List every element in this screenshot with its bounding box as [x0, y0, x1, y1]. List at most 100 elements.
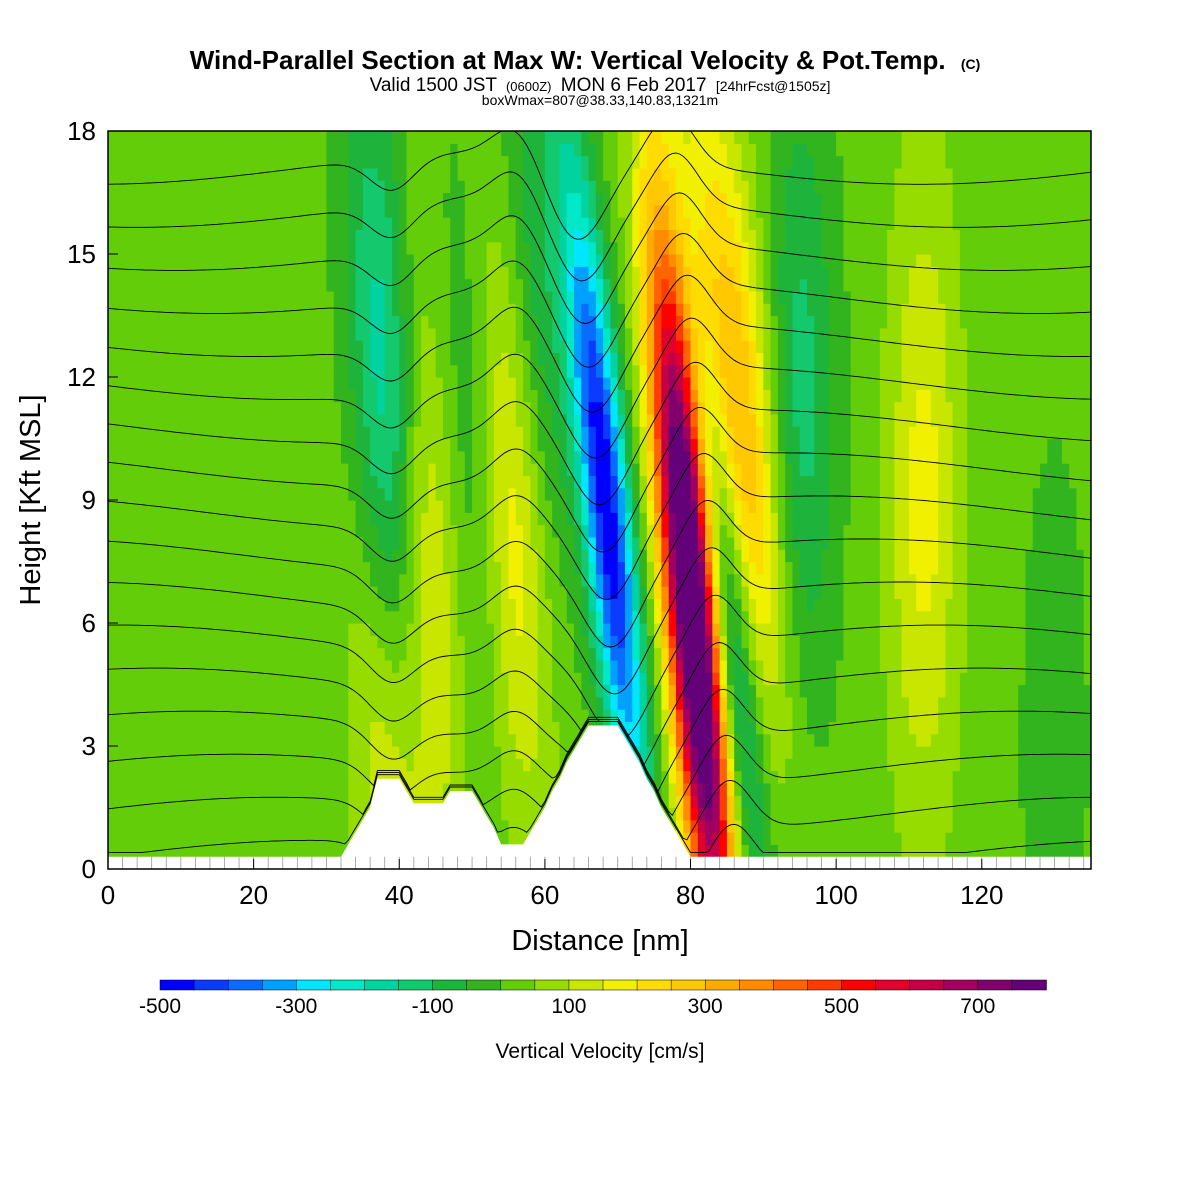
velocity-cell	[464, 696, 473, 710]
velocity-cell	[537, 266, 546, 280]
velocity-cell	[180, 598, 189, 612]
velocity-cell	[537, 647, 546, 661]
velocity-cell	[705, 131, 713, 144]
velocity-cell	[333, 278, 342, 292]
velocity-cell	[151, 413, 160, 427]
velocity-cell	[668, 180, 677, 194]
velocity-cell	[180, 340, 189, 353]
velocity-cell	[574, 463, 582, 476]
velocity-cell	[515, 598, 524, 612]
velocity-cell	[362, 561, 371, 575]
velocity-cell	[319, 352, 328, 366]
velocity-cell	[508, 266, 517, 280]
velocity-cell	[617, 377, 626, 390]
velocity-cell	[697, 340, 706, 353]
velocity-cell	[552, 389, 561, 403]
velocity-cell	[683, 303, 692, 317]
velocity-cell	[377, 290, 386, 304]
velocity-cell	[479, 549, 488, 563]
velocity-cell	[421, 463, 429, 476]
velocity-cell	[457, 758, 466, 772]
velocity-cell	[158, 573, 167, 587]
velocity-cell	[319, 155, 328, 169]
velocity-cell	[428, 340, 437, 353]
velocity-cell	[603, 364, 612, 378]
velocity-cell	[275, 795, 284, 809]
velocity-cell	[239, 438, 247, 452]
velocity-cell	[282, 303, 291, 317]
velocity-cell	[442, 463, 451, 476]
velocity-cell	[370, 401, 379, 415]
velocity-cell	[391, 610, 400, 624]
velocity-cell	[654, 549, 662, 563]
velocity-cell	[428, 401, 437, 415]
velocity-cell	[370, 598, 379, 612]
velocity-cell	[188, 709, 196, 722]
velocity-cell	[129, 758, 138, 772]
velocity-cell	[173, 696, 182, 710]
velocity-cell	[137, 795, 146, 809]
velocity-cell	[333, 696, 342, 710]
velocity-cell	[144, 758, 153, 772]
velocity-cell	[406, 315, 415, 329]
velocity-cell	[486, 573, 495, 587]
velocity-cell	[370, 241, 379, 255]
velocity-cell	[675, 709, 684, 722]
velocity-cell	[224, 623, 233, 636]
velocity-cell	[275, 721, 284, 735]
velocity-cell	[639, 500, 648, 513]
velocity-cell	[413, 487, 422, 501]
velocity-cell	[683, 143, 692, 157]
velocity-cell	[552, 155, 561, 169]
velocity-cell	[406, 401, 415, 415]
velocity-cell	[581, 204, 590, 218]
velocity-cell	[646, 610, 655, 624]
velocity-cell	[377, 586, 386, 599]
velocity-cell	[552, 131, 561, 144]
velocity-cell	[661, 229, 670, 243]
velocity-cell	[705, 266, 713, 280]
velocity-cell	[151, 364, 160, 378]
velocity-cell	[581, 167, 590, 181]
velocity-cell	[690, 635, 699, 649]
velocity-cell	[304, 254, 313, 267]
velocity-cell	[224, 463, 233, 476]
velocity-cell	[654, 487, 662, 501]
velocity-cell	[217, 254, 226, 267]
velocity-cell	[355, 426, 364, 440]
velocity-cell	[530, 131, 539, 144]
velocity-cell	[603, 401, 612, 415]
velocity-cell	[421, 795, 429, 809]
velocity-cell	[326, 586, 335, 599]
velocity-cell	[341, 180, 349, 194]
velocity-cell	[391, 438, 400, 452]
velocity-cell	[224, 155, 233, 169]
velocity-cell	[486, 364, 495, 378]
velocity-cell	[690, 770, 699, 784]
velocity-cell	[624, 352, 633, 366]
velocity-cell	[268, 623, 277, 636]
velocity-cell	[595, 192, 604, 206]
velocity-cell	[304, 598, 313, 612]
velocity-cell	[428, 487, 437, 501]
velocity-cell	[348, 524, 357, 538]
velocity-cell	[239, 844, 247, 858]
velocity-cell	[326, 401, 335, 415]
velocity-cell	[690, 844, 699, 858]
velocity-cell	[632, 254, 641, 267]
velocity-cell	[581, 610, 590, 624]
velocity-cell	[122, 266, 131, 280]
velocity-cell	[326, 610, 335, 624]
velocity-cell	[122, 573, 131, 587]
velocity-cell	[253, 426, 262, 440]
velocity-cell	[231, 512, 240, 526]
velocity-cell	[173, 303, 182, 317]
velocity-cell	[566, 204, 575, 218]
velocity-cell	[457, 623, 466, 636]
velocity-cell	[632, 573, 641, 587]
velocity-cell	[697, 709, 706, 722]
velocity-cell	[333, 487, 342, 501]
velocity-cell	[479, 782, 488, 796]
velocity-cell	[661, 450, 670, 464]
velocity-cell	[129, 709, 138, 722]
